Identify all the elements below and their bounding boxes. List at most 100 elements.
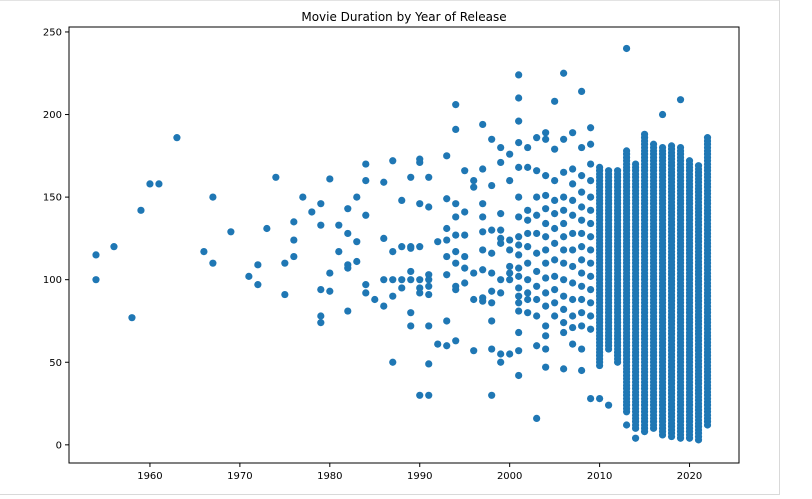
data-point — [515, 307, 523, 315]
data-point — [551, 239, 559, 247]
data-point — [515, 117, 523, 125]
data-point — [407, 322, 415, 330]
data-point — [569, 196, 577, 205]
y-tick-label: 250 — [43, 27, 62, 38]
data-point — [587, 312, 595, 320]
data-point — [497, 239, 505, 247]
data-point — [569, 295, 577, 304]
x-tick-label: 1990 — [407, 471, 432, 482]
data-point — [587, 206, 595, 214]
data-point — [542, 332, 550, 340]
data-point — [524, 229, 532, 238]
data-point — [515, 371, 523, 380]
data-point — [506, 262, 514, 271]
data-point — [479, 246, 487, 254]
data-point — [479, 297, 487, 305]
data-point — [515, 328, 523, 337]
data-point — [569, 229, 577, 238]
data-point — [452, 259, 460, 267]
data-point — [92, 251, 100, 259]
data-point — [685, 157, 694, 165]
data-point — [578, 229, 586, 238]
data-point — [542, 363, 550, 371]
data-point — [542, 274, 550, 282]
data-point — [578, 322, 586, 330]
data-point — [488, 391, 496, 399]
data-point — [434, 238, 442, 246]
data-point — [326, 287, 334, 295]
data-point — [694, 162, 703, 170]
data-point — [380, 302, 388, 310]
data-point — [317, 319, 325, 327]
data-point — [389, 292, 397, 300]
data-point — [515, 71, 523, 79]
data-point — [209, 193, 217, 201]
data-point — [533, 134, 541, 142]
y-tick-label: 50 — [49, 358, 62, 369]
data-point — [578, 143, 586, 152]
data-point — [443, 252, 451, 261]
x-tick-label: 2000 — [497, 471, 522, 482]
data-point — [515, 193, 523, 201]
data-point — [515, 139, 523, 147]
data-point — [209, 259, 217, 267]
data-point — [488, 135, 496, 143]
data-point — [533, 342, 541, 350]
data-point — [452, 285, 460, 294]
data-point — [578, 345, 586, 353]
figure-top-border — [0, 0, 779, 1]
data-point — [506, 269, 514, 277]
data-point — [407, 309, 415, 317]
data-point — [524, 309, 532, 317]
y-tick-label: 0 — [56, 440, 62, 451]
data-point — [551, 312, 559, 320]
data-point — [578, 269, 586, 277]
data-point — [676, 96, 685, 104]
data-point — [506, 176, 514, 185]
data-point — [497, 358, 505, 366]
data-point — [443, 236, 451, 244]
data-point — [596, 394, 604, 403]
data-point — [461, 167, 469, 175]
data-point — [587, 193, 595, 201]
data-point — [560, 135, 568, 143]
data-point — [533, 193, 541, 201]
data-point — [542, 233, 550, 241]
data-point — [317, 312, 325, 320]
data-point — [227, 228, 235, 236]
data-point — [515, 241, 523, 249]
data-point — [515, 292, 523, 300]
data-point — [344, 307, 352, 315]
data-point — [443, 342, 451, 350]
x-tick-label: 1980 — [317, 471, 342, 482]
data-point — [569, 211, 577, 219]
data-point — [587, 272, 595, 280]
data-point — [461, 231, 469, 239]
data-point — [443, 317, 451, 325]
data-point — [254, 281, 262, 289]
data-point — [407, 173, 415, 181]
data-point — [551, 224, 559, 233]
data-point — [533, 295, 541, 304]
data-point — [569, 312, 577, 320]
data-point — [326, 175, 334, 183]
data-point — [560, 246, 568, 254]
data-point — [353, 193, 361, 201]
x-tick-label: 1960 — [137, 471, 162, 482]
data-point — [344, 264, 352, 272]
plot-area — [68, 26, 740, 464]
data-point — [622, 44, 631, 53]
data-point — [443, 224, 451, 233]
data-point — [578, 282, 586, 290]
data-point — [578, 256, 586, 264]
data-point — [587, 325, 595, 333]
data-point — [551, 299, 559, 307]
data-point — [604, 167, 613, 175]
data-point — [416, 243, 424, 251]
y-tick-label: 150 — [43, 193, 62, 204]
data-point — [497, 350, 505, 358]
data-point — [587, 259, 595, 267]
data-point — [452, 248, 460, 256]
data-point — [461, 208, 469, 216]
data-point — [578, 87, 586, 96]
